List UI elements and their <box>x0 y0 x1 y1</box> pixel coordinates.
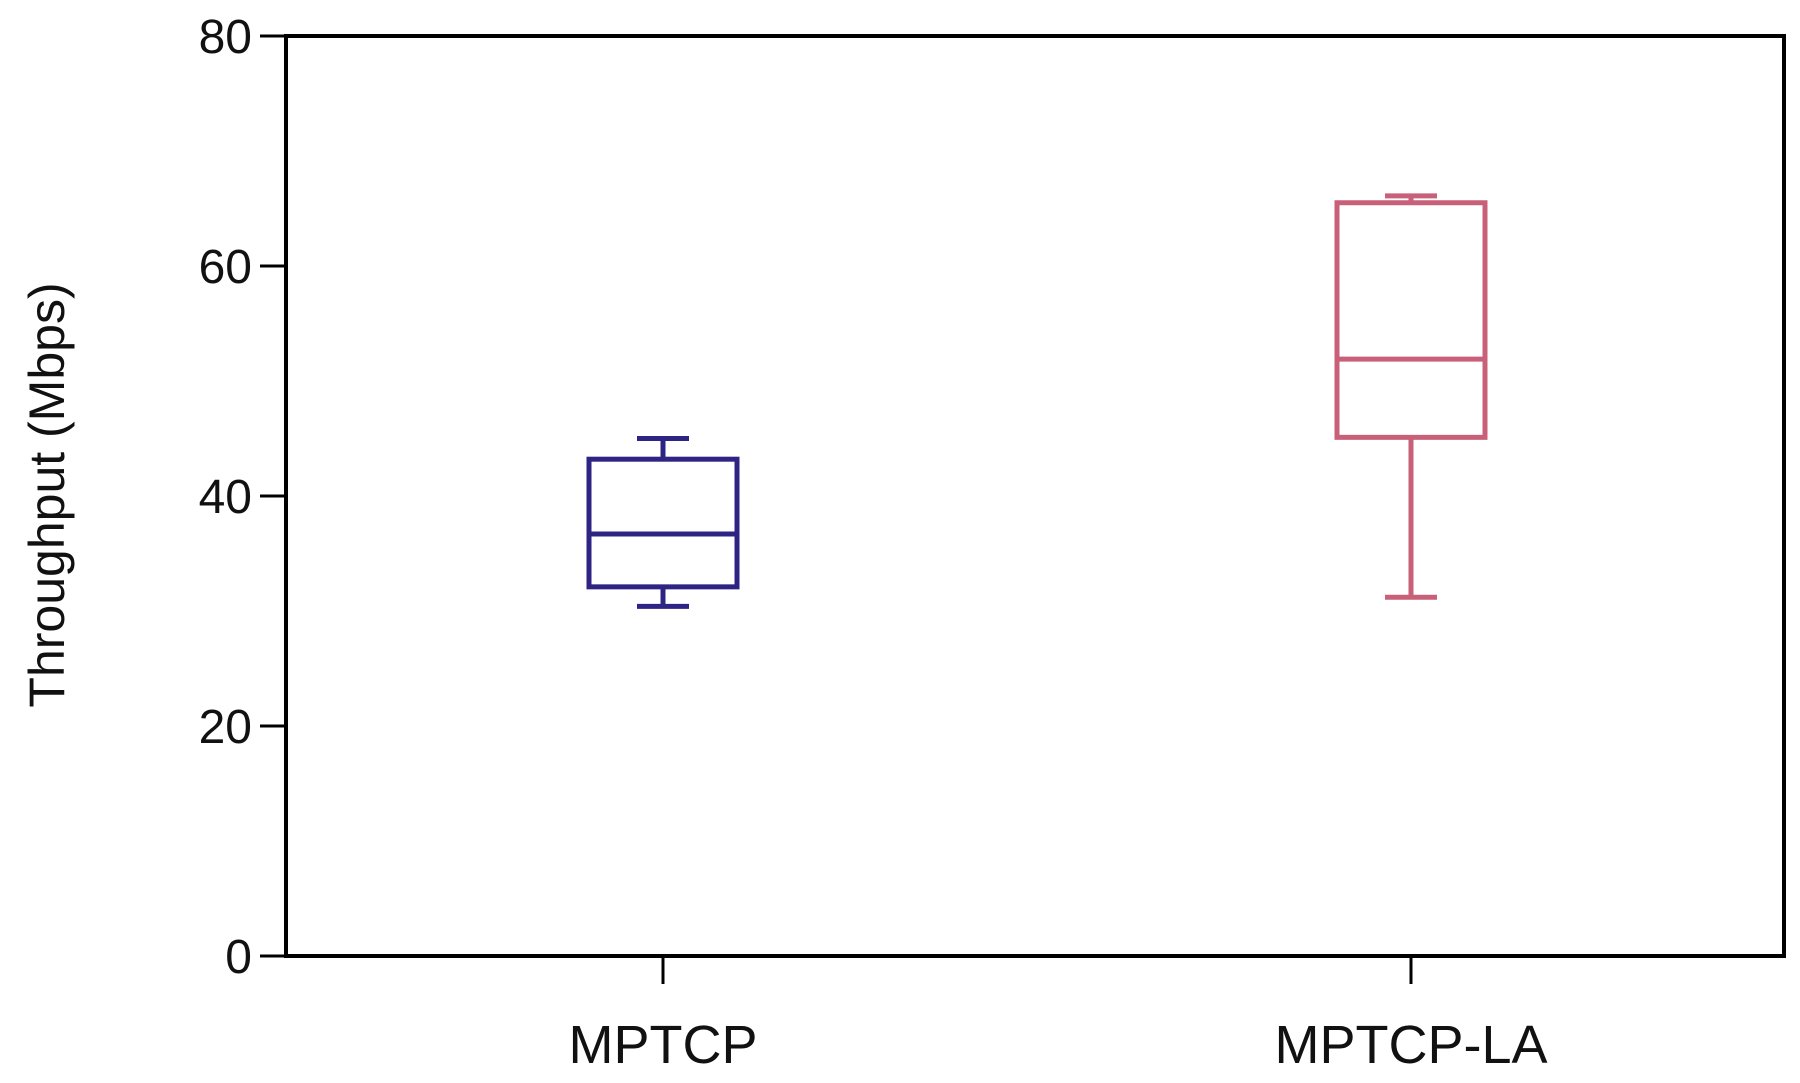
box-iqr <box>586 456 740 590</box>
y-axis-title: Throughput (Mbps) <box>19 282 75 707</box>
y-tick-label: 80 <box>199 11 252 64</box>
y-tick-label: 20 <box>199 701 252 754</box>
y-axis: 0 20 40 60 80 <box>199 11 286 984</box>
x-category-label: MPTCP <box>569 1015 758 1075</box>
x-axis: MPTCP MPTCP-LA <box>569 956 1548 1075</box>
y-tick-label: 0 <box>225 931 252 984</box>
y-tick-label: 60 <box>199 241 252 294</box>
box-mptcp <box>586 436 740 609</box>
box-series <box>586 193 1488 609</box>
x-category-label: MPTCP-LA <box>1274 1015 1547 1075</box>
plot-frame <box>284 34 1786 958</box>
box-mptcp-la <box>1334 193 1488 600</box>
box-iqr <box>1334 200 1488 440</box>
y-tick-label: 40 <box>199 471 252 524</box>
